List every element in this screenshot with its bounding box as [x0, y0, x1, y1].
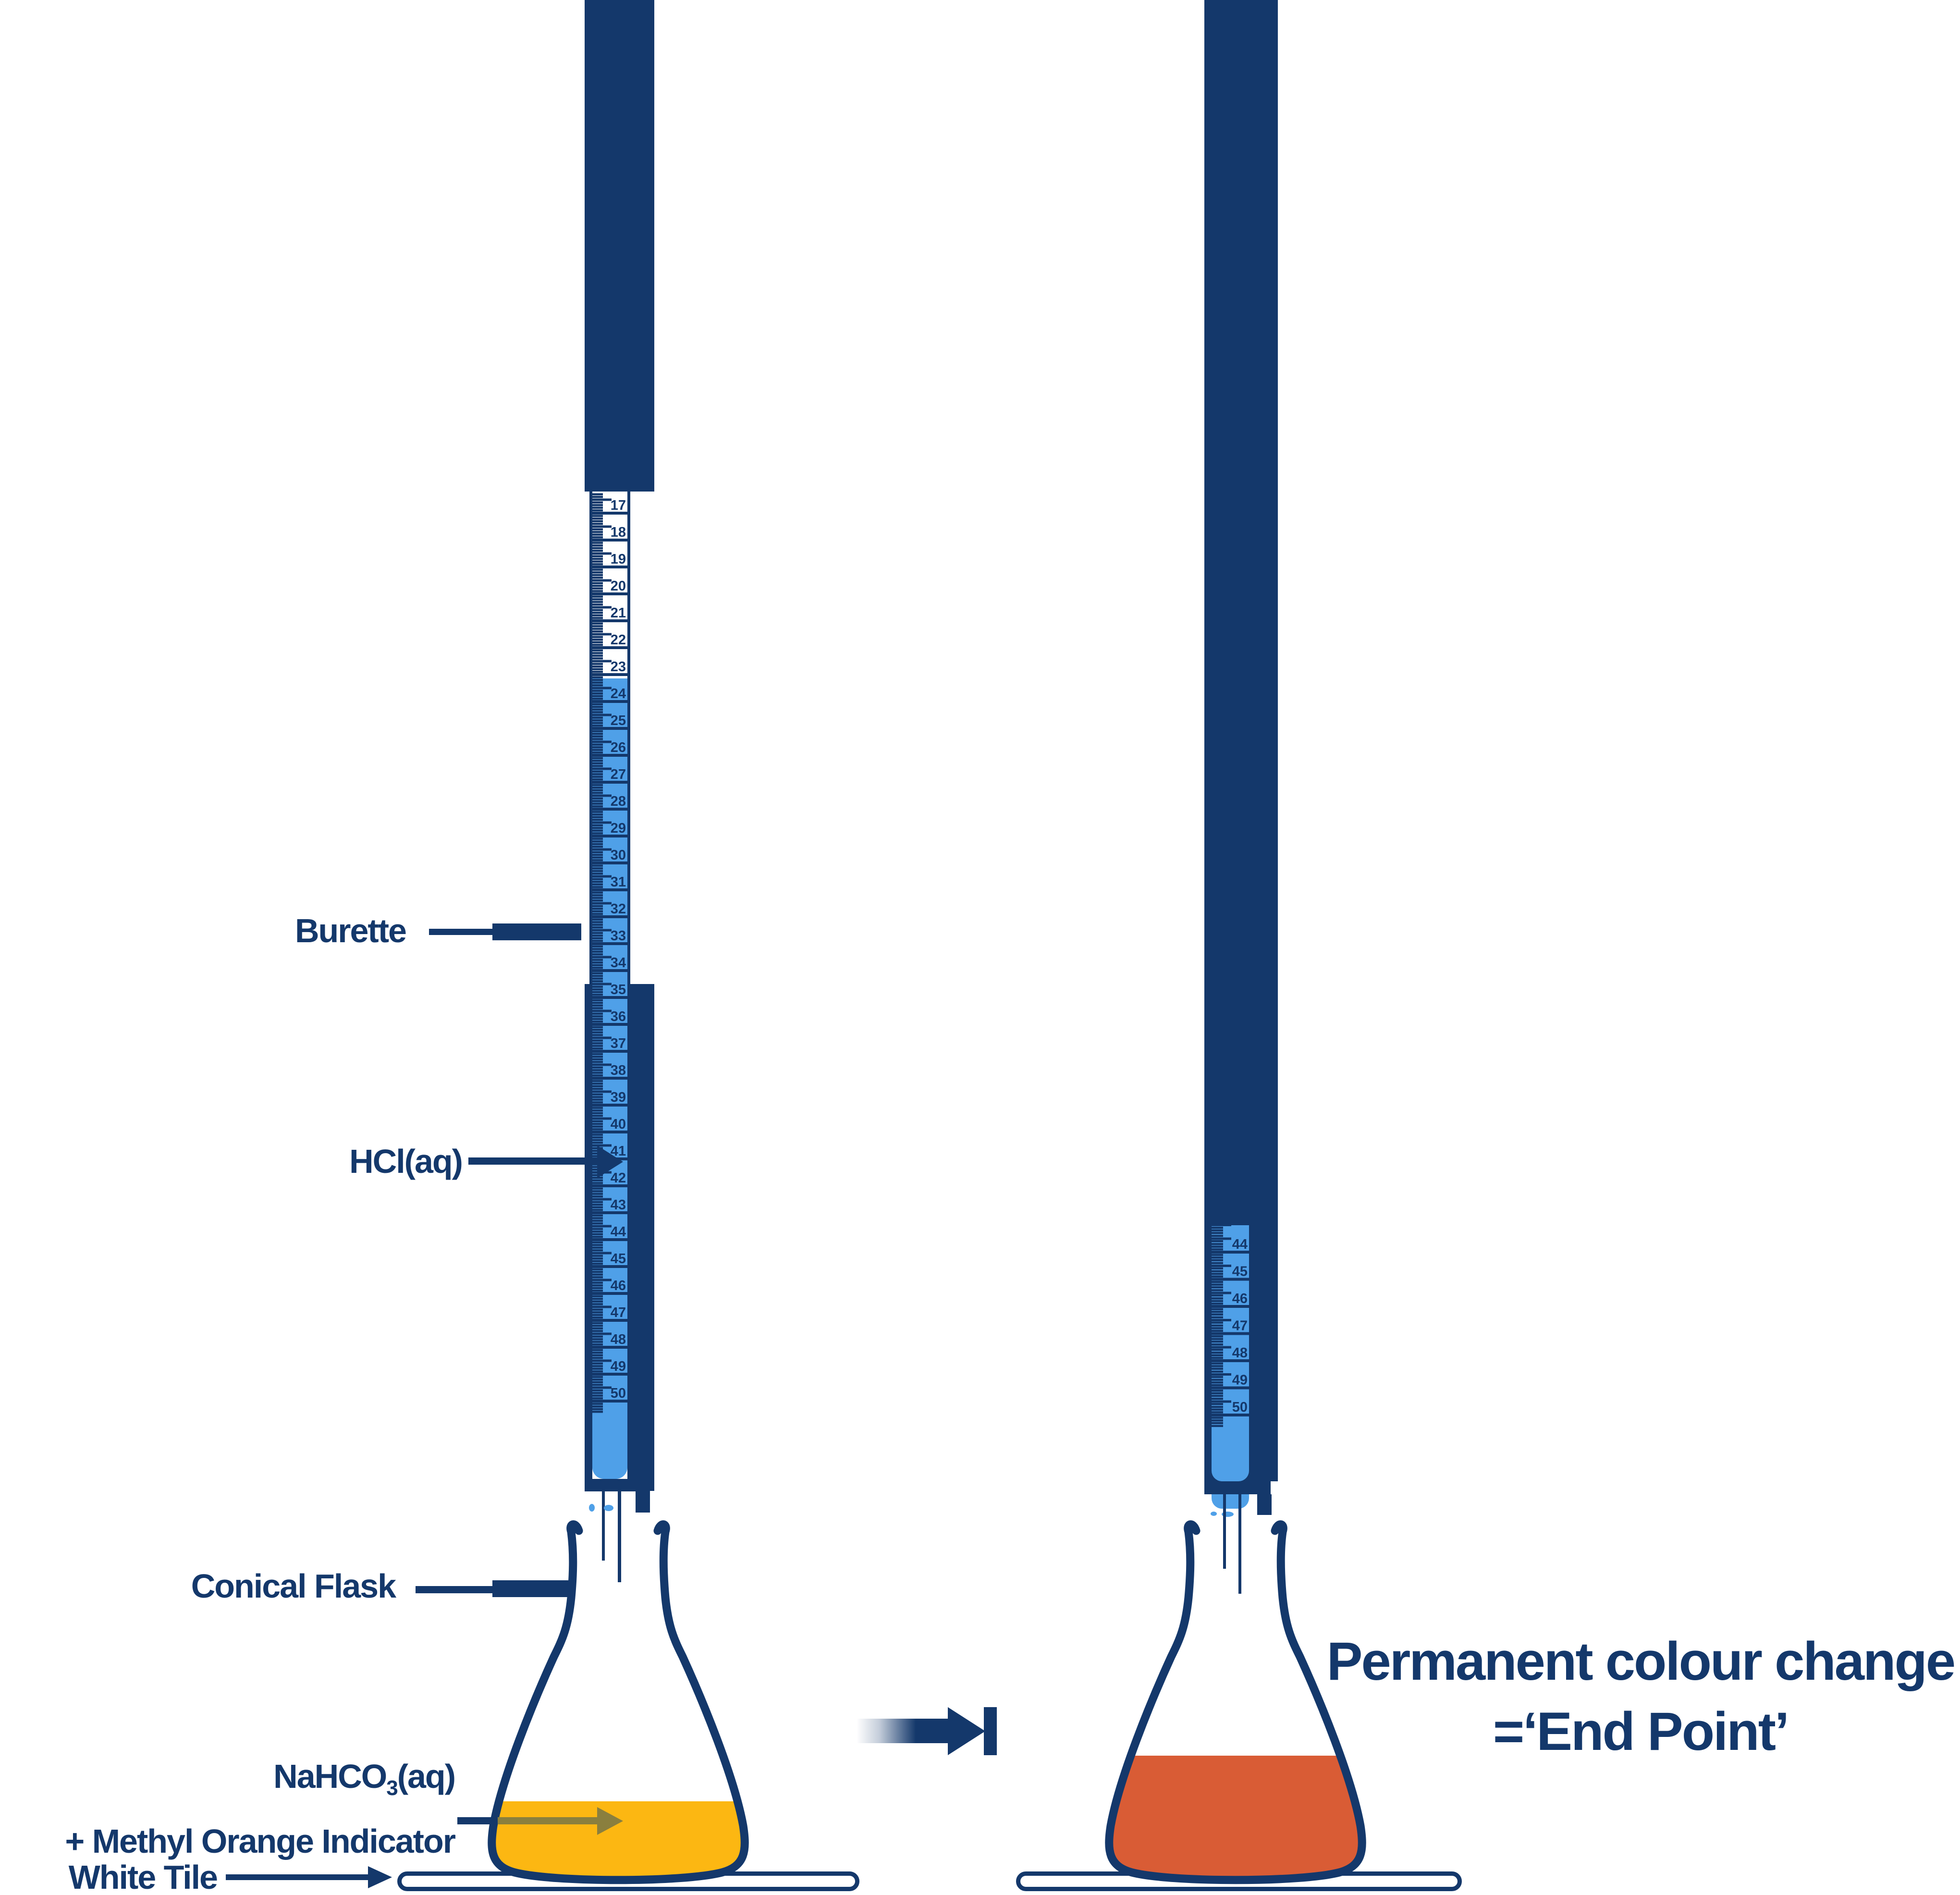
flask-contents-line2: + Methyl Orange Indicator	[65, 1822, 456, 1860]
svg-text:40: 40	[611, 1117, 626, 1132]
burette-tip-line-right-1	[1223, 1494, 1226, 1569]
transition-arrow-head-icon	[948, 1707, 985, 1755]
svg-text:50: 50	[1232, 1400, 1248, 1415]
burette-tip-line-left-2	[618, 1491, 621, 1582]
white-tile-pointer-line	[226, 1874, 369, 1880]
burette-scale-right: 44 45 46 47 48 49 50	[1212, 1224, 1249, 1427]
svg-text:48: 48	[1232, 1345, 1248, 1361]
burette-tip-line-right-2	[1238, 1494, 1241, 1594]
svg-text:20: 20	[611, 578, 626, 594]
liquid-drop-left-2	[604, 1505, 613, 1511]
svg-text:47: 47	[611, 1305, 626, 1320]
flask-contents-label: NaHCO3(aq) + Methyl Orange Indicator	[65, 1750, 456, 1868]
svg-text:43: 43	[611, 1197, 626, 1213]
white-tile-pointer-arrow-icon	[368, 1866, 392, 1888]
transition-arrow-endbar	[984, 1707, 997, 1755]
transition-arrow-shaft	[857, 1719, 948, 1743]
burette-tip-line-left-1	[602, 1491, 605, 1561]
burette-upper-column-left	[585, 0, 654, 492]
burette-stopcock-handle-right	[1257, 1494, 1272, 1515]
svg-text:35: 35	[611, 982, 626, 997]
svg-text:44: 44	[1232, 1237, 1248, 1252]
svg-text:30: 30	[611, 848, 626, 863]
conical-flask-label: Conical Flask	[191, 1567, 396, 1605]
hcl-pointer-arrow-icon	[597, 1145, 623, 1178]
svg-text:45: 45	[1232, 1264, 1248, 1280]
formula-subscript: 3	[386, 1776, 398, 1800]
svg-text:45: 45	[611, 1251, 626, 1267]
svg-text:24: 24	[611, 686, 626, 701]
liquid-drop-right-1	[1211, 1512, 1217, 1516]
svg-text:25: 25	[611, 713, 626, 728]
white-tile-label: White Tile	[68, 1858, 218, 1895]
burette-stopcock-handle-left	[636, 1491, 650, 1513]
svg-text:18: 18	[611, 525, 626, 540]
hcl-label-text: HCl(aq)	[349, 1143, 463, 1180]
contents-pointer-line	[457, 1817, 498, 1824]
hcl-label: HCl(aq)	[349, 1143, 463, 1180]
formula-suffix: (aq)	[397, 1758, 456, 1795]
contents-pointer-line-inside	[498, 1817, 597, 1824]
svg-text:39: 39	[611, 1090, 626, 1105]
burette-pointer-line	[429, 929, 493, 935]
liquid-drop-right-2	[1222, 1512, 1234, 1517]
burette-label: Burette	[294, 912, 407, 949]
end-point-caption-line2: =‘End Point’	[1493, 1701, 1789, 1761]
formula-main: NaHCO	[273, 1758, 387, 1795]
end-point-caption: Permanent colour change =‘End Point’	[1321, 1626, 1960, 1767]
svg-text:21: 21	[611, 605, 626, 621]
contents-pointer-arrow-icon	[597, 1807, 623, 1835]
svg-text:19: 19	[611, 552, 626, 567]
svg-text:37: 37	[611, 1036, 626, 1051]
svg-text:33: 33	[611, 928, 626, 944]
conical-flask-pointer-bar	[492, 1580, 570, 1597]
svg-text:50: 50	[611, 1386, 626, 1401]
svg-text:22: 22	[611, 632, 626, 648]
svg-text:48: 48	[611, 1332, 626, 1347]
svg-text:34: 34	[611, 955, 626, 971]
burette-stopcock-base-left	[585, 1479, 637, 1491]
liquid-drop-left-1	[589, 1504, 595, 1512]
conical-flask-label-text: Conical Flask	[191, 1567, 396, 1605]
white-tile-label-text: White Tile	[68, 1858, 218, 1895]
svg-text:28: 28	[611, 794, 626, 809]
svg-text:36: 36	[611, 1009, 626, 1024]
burette-label-text: Burette	[294, 912, 407, 949]
conical-flask-pointer-line	[416, 1586, 493, 1593]
stopcock-liquid-right	[1212, 1494, 1249, 1509]
flask-contents-line1: NaHCO3(aq)	[273, 1758, 456, 1800]
svg-text:31: 31	[611, 874, 626, 890]
svg-text:46: 46	[1232, 1291, 1248, 1306]
svg-text:23: 23	[611, 659, 626, 675]
svg-text:38: 38	[611, 1063, 626, 1078]
svg-text:44: 44	[611, 1224, 626, 1240]
svg-text:47: 47	[1232, 1318, 1248, 1334]
burette-pointer-bar	[492, 923, 581, 940]
svg-text:46: 46	[611, 1278, 626, 1293]
svg-text:26: 26	[611, 740, 626, 755]
burette-stopcock-base-right	[1204, 1481, 1271, 1494]
burette-scale-left: 17 18 19 20 21 22 23 24 25 26 27 28 29 30 31 32 33 34 35 36…	[592, 493, 627, 1413]
hcl-pointer-line	[468, 1157, 598, 1165]
end-point-caption-line1: Permanent colour change	[1326, 1631, 1956, 1691]
svg-text:27: 27	[611, 767, 626, 782]
svg-text:49: 49	[1232, 1373, 1248, 1388]
svg-text:32: 32	[611, 901, 626, 917]
svg-text:17: 17	[611, 498, 626, 513]
svg-text:29: 29	[611, 821, 626, 836]
svg-text:49: 49	[611, 1359, 626, 1374]
conical-flask-right	[1105, 1520, 1366, 1884]
